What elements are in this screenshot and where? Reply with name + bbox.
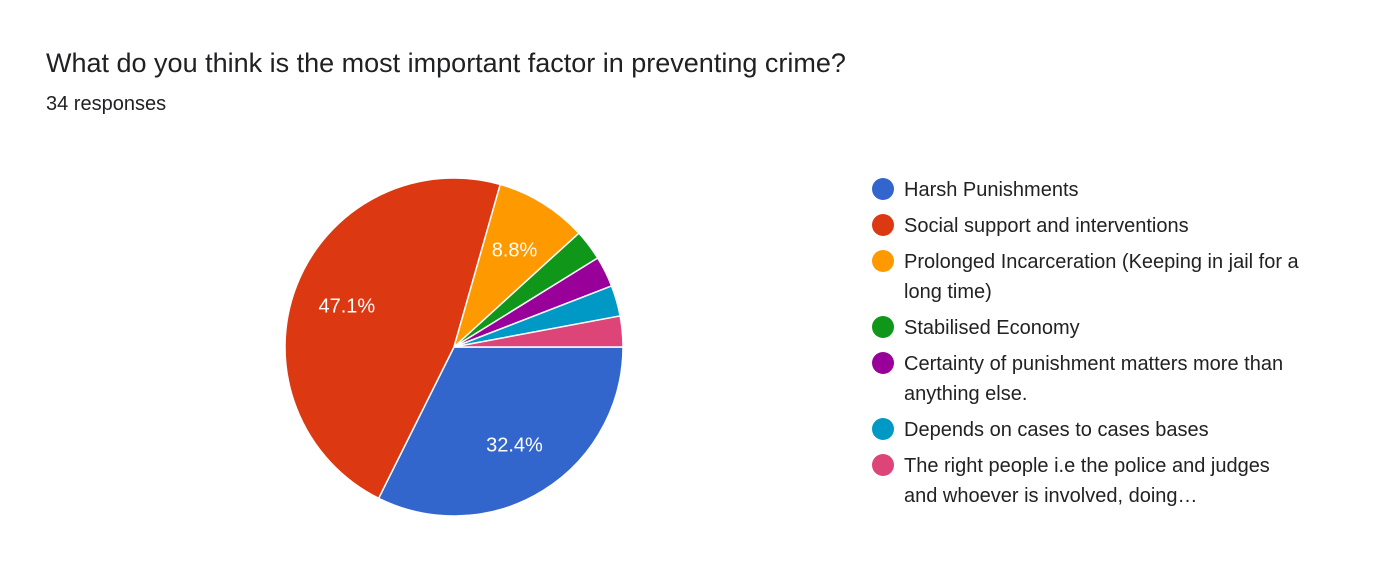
pie-slice[interactable] (452, 183, 580, 350)
legend-swatch-icon (872, 454, 894, 476)
legend-label: Depends on cases to cases bases (904, 419, 1209, 441)
legend-swatch-icon (872, 316, 894, 338)
slice-label: 32.4% (486, 435, 543, 457)
legend-swatch-icon (872, 178, 894, 200)
legend-item[interactable]: Depends on cases to cases bases (872, 415, 1312, 445)
legend-item[interactable]: Stabilised Economy (872, 313, 1312, 343)
legend-label: Stabilised Economy (904, 317, 1080, 339)
legend: Harsh Punishments Social support and inte… (872, 175, 1312, 517)
slice-label: 8.8% (492, 239, 538, 261)
legend-item[interactable]: Social support and interventions (872, 211, 1312, 241)
legend-label: Harsh Punishments (904, 179, 1079, 201)
legend-label: Social support and interventions (904, 215, 1189, 237)
pie-slice[interactable] (377, 346, 624, 517)
legend-swatch-icon (872, 214, 894, 236)
legend-swatch-icon (872, 250, 894, 272)
legend-item[interactable]: Harsh Punishments (872, 175, 1312, 205)
legend-item[interactable]: Certainty of punishment matters more tha… (872, 349, 1312, 409)
legend-swatch-icon (872, 352, 894, 374)
pie-slice[interactable] (284, 177, 502, 500)
legend-label: Prolonged Incarceration (Keeping in jail… (904, 251, 1299, 303)
legend-item[interactable]: Prolonged Incarceration (Keeping in jail… (872, 247, 1312, 307)
legend-label: Certainty of punishment matters more tha… (904, 353, 1284, 405)
pie-slice[interactable] (453, 315, 624, 348)
legend-swatch-icon (872, 418, 894, 440)
chart-title: What do you think is the most important … (46, 48, 846, 78)
legend-label: The right people i.e the police and judg… (904, 455, 1270, 507)
response-count: 34 responses (46, 93, 167, 115)
legend-item[interactable]: The right people i.e the police and judg… (872, 451, 1312, 511)
slice-label: 47.1% (318, 295, 375, 317)
